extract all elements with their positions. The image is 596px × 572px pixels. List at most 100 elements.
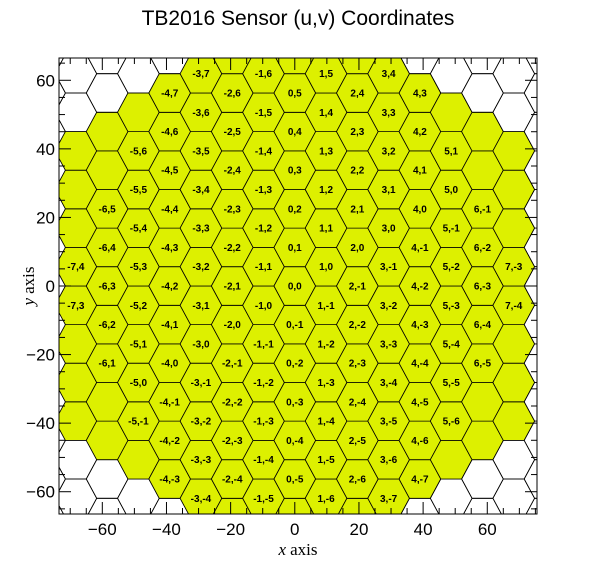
outer-cell [523,73,537,113]
cell-label: -3,1 [192,301,210,312]
cell-label: 2,-6 [349,475,367,486]
cell-label: 2,4 [350,89,364,100]
outer-cell [87,58,127,75]
cell-label: 0,-2 [286,359,304,370]
x-tick-label: −20 [216,520,245,539]
cell-label: 0,4 [288,127,302,138]
cell-label: -6,4 [99,243,117,254]
outer-cell [555,286,596,325]
cell-label: 4,-2 [411,282,429,293]
outer-cell [492,58,536,94]
outer-cell [430,518,472,557]
cell-label: -2,2 [224,243,242,254]
cell-label: -3,5 [192,146,210,157]
cell-label: -4,0 [161,359,179,370]
cell-label: -6,3 [99,282,117,293]
x-tick-label: −40 [152,520,181,539]
outer-cell [555,209,596,248]
cell-label: -6,5 [99,204,117,215]
cell-label: 6,-3 [474,282,492,293]
cell-label: -5,2 [130,301,148,312]
y-tick-label: 20 [36,208,55,227]
cell-label: 0,1 [288,243,302,254]
cell-label: 0,-4 [286,436,304,447]
outer-cell [492,478,536,514]
x-tick-label: 40 [414,520,433,539]
cell-label: -5,3 [130,262,148,273]
cell-label: 4,-6 [411,436,429,447]
cell-label: -5,1 [130,339,148,350]
outer-cell [523,111,537,152]
cell-label: -3,2 [192,262,210,273]
outer-cell [55,16,97,55]
x-tick-label: −60 [88,520,117,539]
cell-label: 1,2 [319,185,333,196]
cell-label: 1,-1 [317,301,335,312]
y-tick-label: 60 [36,71,55,90]
y-tick-label: −40 [26,414,55,433]
cell-label: 7,-4 [505,301,523,312]
y-tick-label: 0 [46,277,55,296]
cell-label: -5,4 [130,224,148,235]
cell-label: -1,-1 [253,339,274,350]
cell-label: 0,0 [288,282,302,293]
cell-label: -3,4 [192,185,210,196]
cell-label: 2,-5 [349,436,367,447]
cell-label: 3,1 [382,185,396,196]
cell-label: -1,1 [255,262,273,273]
outer-cell [555,363,596,402]
outer-cell [523,266,537,306]
y-tick-label: 40 [36,140,55,159]
cell-label: -4,1 [161,320,179,331]
hexagon-grid: -7,3 -7,4 -6,1 -6,2 -6,3 -6,4 -6,5 -5,-1 -5,0 -5,… [55,16,596,557]
cell-labels: -7,3 -7,4 -6,1 -6,2 -6,3 -6,4 -6,5 -5,-1 -5,0 -5,… [67,69,523,505]
cell-label: 2,-1 [349,282,367,293]
y-axis-title: y axis [19,267,38,308]
cell-label: 3,-5 [380,417,398,428]
outer-cell [523,189,537,229]
cell-label: -3,6 [192,108,210,119]
cell-label: 1,-4 [317,417,335,428]
outer-cell [523,150,537,190]
cell-label: -1,-4 [253,455,274,466]
cell-label: -4,-2 [159,436,180,447]
cell-label: 7,-3 [505,262,523,273]
cell-label: 5,-4 [443,339,461,350]
x-axis-title: x axis [278,540,318,559]
x-tick-label: 60 [478,520,497,539]
cell-label: 5,-3 [443,301,461,312]
cell-label: 1,3 [319,146,333,157]
cell-label: 6,-5 [474,359,492,370]
cell-label: 1,1 [319,224,333,235]
cell-label: -4,6 [161,127,179,138]
x-tick-label: 20 [349,520,368,539]
cell-label: 1,-3 [317,378,335,389]
outer-cell [555,16,596,55]
outer-cell [555,479,596,518]
cell-label: 4,3 [413,89,427,100]
cell-label: 3,-4 [380,378,398,389]
x-axis-var: x [278,540,287,559]
outer-cell [555,402,596,441]
cell-label: 4,2 [413,127,427,138]
x-tick-label: 0 [290,520,299,539]
outer-cell [555,325,596,364]
cell-label: 4,1 [413,166,427,177]
cell-label: -1,-5 [253,494,274,505]
cell-label: 3,-6 [380,455,398,466]
outer-cell [523,304,537,345]
outer-cell [493,16,535,55]
cell-label: -3,-3 [191,455,212,466]
cell-label: -1,3 [255,185,273,196]
cell-label: 5,-5 [443,378,461,389]
cell-label: -1,4 [255,146,273,157]
cell-label: 1,-5 [317,455,335,466]
cell-label: 5,-1 [443,224,461,235]
cell-label: -3,0 [192,339,210,350]
axis-ticks: −60 −40 −20 0 20 40 60 −60 −40 −20 0 20 40 60 [26,58,537,539]
cell-label: -6,2 [99,320,117,331]
cell-label: -1,5 [255,108,273,119]
y-axis-var: y [19,297,38,307]
cell-label: -4,5 [161,166,179,177]
cell-label: -4,-1 [159,397,180,408]
